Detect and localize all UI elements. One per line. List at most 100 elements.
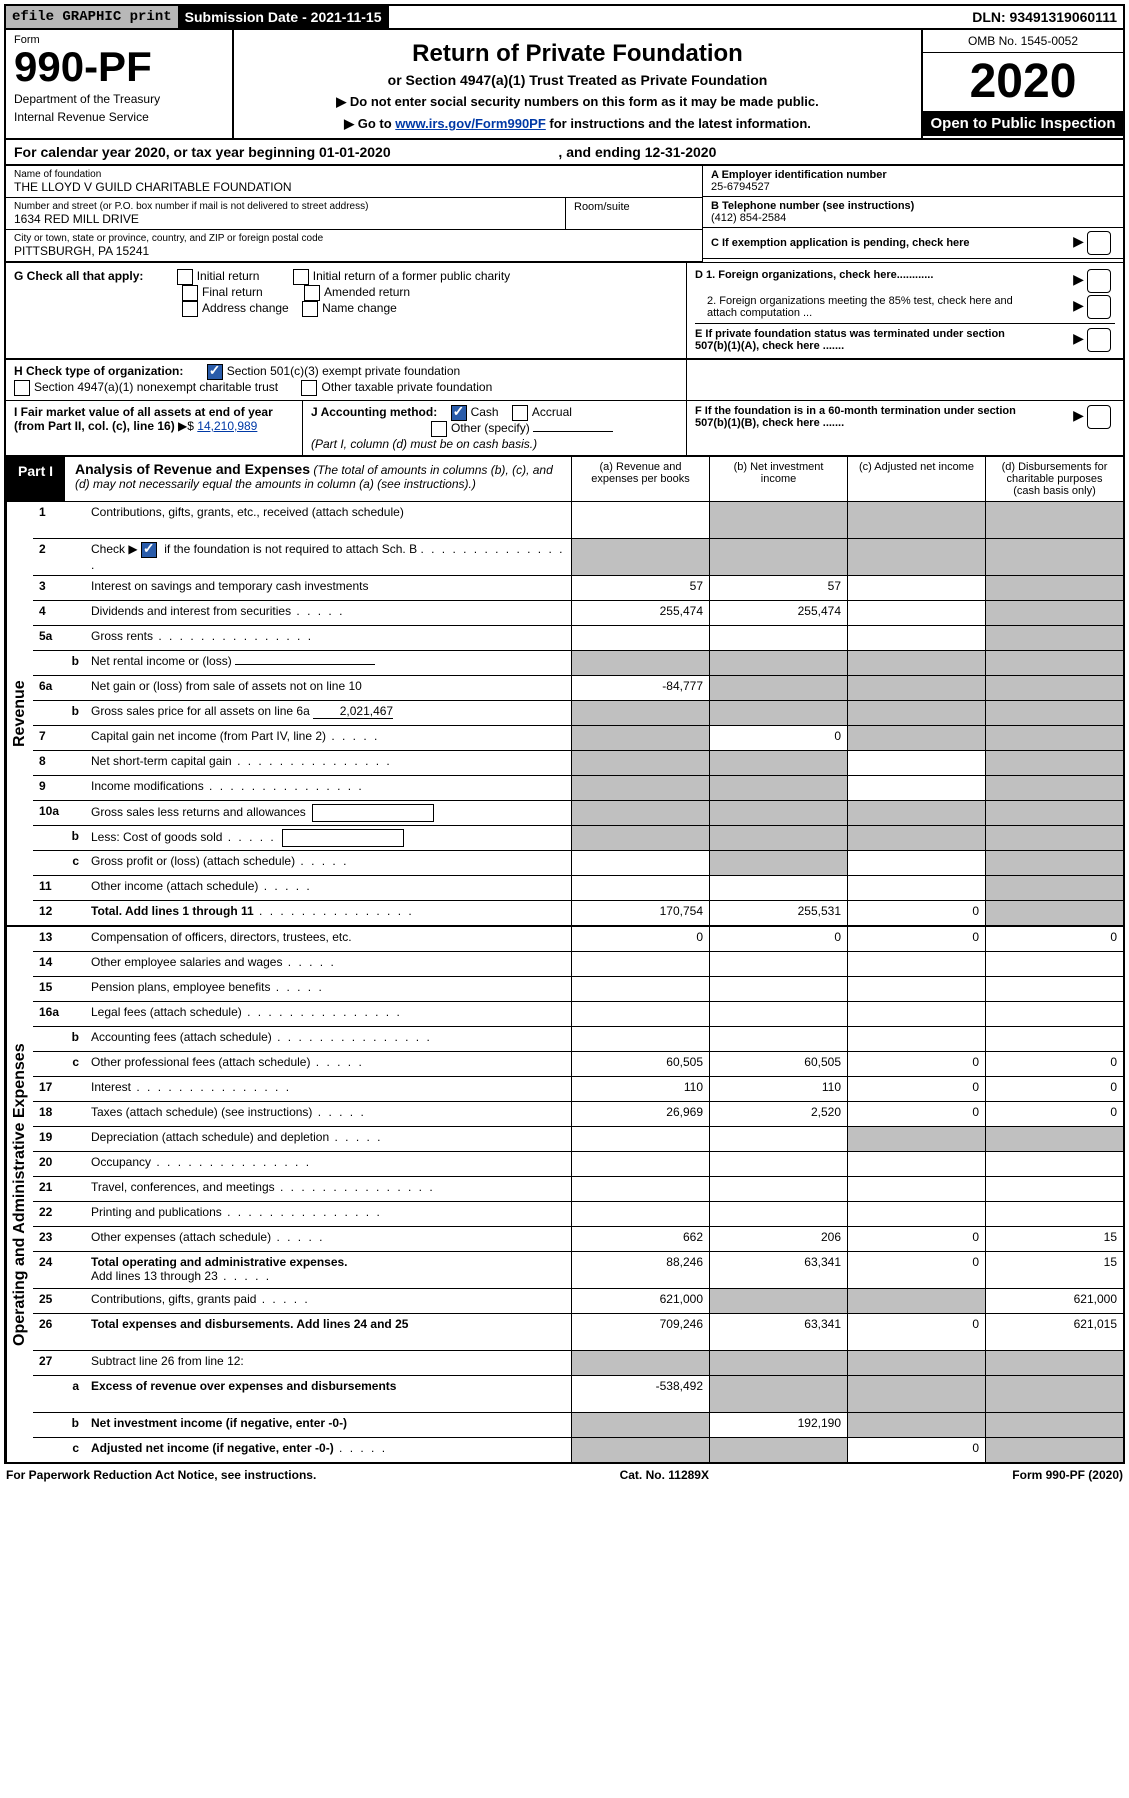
dln: DLN: 93491319060111 <box>966 6 1123 28</box>
cash-checkbox[interactable] <box>451 405 467 421</box>
l12-c: 0 <box>847 901 985 925</box>
l12-a: 170,754 <box>571 901 709 925</box>
line17-desc: Interest <box>85 1077 571 1101</box>
paperwork-notice: For Paperwork Reduction Act Notice, see … <box>6 1468 316 1482</box>
goto-post: for instructions and the latest informat… <box>546 116 811 131</box>
expenses-table: Operating and Administrative Expenses 13… <box>4 927 1125 1464</box>
d1-checkbox[interactable] <box>1087 269 1111 293</box>
e-checkbox[interactable] <box>1087 328 1111 352</box>
accrual-checkbox[interactable] <box>512 405 528 421</box>
amended-checkbox[interactable] <box>304 285 320 301</box>
h-label: H Check type of organization: <box>14 364 183 378</box>
l25-d: 621,000 <box>985 1289 1123 1313</box>
l17-c: 0 <box>847 1077 985 1101</box>
l23-d: 15 <box>985 1227 1123 1251</box>
line26-desc: Total expenses and disbursements. Add li… <box>85 1314 571 1350</box>
line27-desc: Subtract line 26 from line 12: <box>85 1351 571 1375</box>
expenses-side-label: Operating and Administrative Expenses <box>6 927 33 1462</box>
ein-value: 25-6794527 <box>711 181 1115 193</box>
addr-change-checkbox[interactable] <box>182 301 198 317</box>
col-b-header: (b) Net investment income <box>709 457 847 501</box>
open-to-public: Open to Public Inspection <box>923 111 1123 136</box>
section-h: H Check type of organization: Section 50… <box>4 360 1125 401</box>
line6a-desc: Net gain or (loss) from sale of assets n… <box>85 676 571 700</box>
line5a-desc: Gross rents <box>85 626 571 650</box>
4947-label: Section 4947(a)(1) nonexempt charitable … <box>34 380 278 394</box>
dept-treasury: Department of the Treasury <box>14 92 224 106</box>
foundation-name: THE LLOYD V GUILD CHARITABLE FOUNDATION <box>14 180 694 194</box>
initial-return-label: Initial return <box>197 269 260 283</box>
l18-c: 0 <box>847 1102 985 1126</box>
f-label: F If the foundation is in a 60-month ter… <box>695 405 1035 429</box>
l18-b: 2,520 <box>709 1102 847 1126</box>
line10b-desc: Less: Cost of goods sold <box>85 826 571 850</box>
goto-line: ▶ Go to www.irs.gov/Form990PF for instru… <box>244 116 911 132</box>
l23-b: 206 <box>709 1227 847 1251</box>
initial-public-checkbox[interactable] <box>293 269 309 285</box>
initial-return-checkbox[interactable] <box>177 269 193 285</box>
omb-number: OMB No. 1545-0052 <box>923 30 1123 53</box>
cal-pre: For calendar year 2020, or tax year begi… <box>14 144 391 160</box>
cat-no: Cat. No. 11289X <box>620 1468 709 1482</box>
line14-desc: Other employee salaries and wages <box>85 952 571 976</box>
final-return-label: Final return <box>202 285 263 299</box>
l4-a: 255,474 <box>571 601 709 625</box>
cal-end: , and ending 12-31-2020 <box>558 144 716 160</box>
cash-label: Cash <box>471 405 499 419</box>
line4-desc: Dividends and interest from securities <box>85 601 571 625</box>
501c3-checkbox[interactable] <box>207 364 223 380</box>
l23-c: 0 <box>847 1227 985 1251</box>
final-return-checkbox[interactable] <box>182 285 198 301</box>
part1-header: Part I Analysis of Revenue and Expenses … <box>4 457 1125 502</box>
efile-print-button[interactable]: efile GRAPHIC print <box>6 6 179 28</box>
form-title: Return of Private Foundation <box>244 40 911 68</box>
501c3-label: Section 501(c)(3) exempt private foundat… <box>227 364 460 378</box>
other-taxable-label: Other taxable private foundation <box>321 380 492 394</box>
city-state-zip: PITTSBURGH, PA 15241 <box>14 244 694 258</box>
d2-checkbox[interactable] <box>1087 295 1111 319</box>
l25-a: 621,000 <box>571 1289 709 1313</box>
street-address: 1634 RED MILL DRIVE <box>14 212 557 226</box>
line3-desc: Interest on savings and temporary cash i… <box>85 576 571 600</box>
4947-checkbox[interactable] <box>14 380 30 396</box>
col-d-header: (d) Disbursements for charitable purpose… <box>985 457 1123 501</box>
l16c-d: 0 <box>985 1052 1123 1076</box>
l18-d: 0 <box>985 1102 1123 1126</box>
irs-link[interactable]: www.irs.gov/Form990PF <box>395 116 546 131</box>
tax-year: 2020 <box>923 53 1123 111</box>
name-change-checkbox[interactable] <box>302 301 318 317</box>
i-arrow: ▶$ <box>178 419 194 433</box>
line9-desc: Income modifications <box>85 776 571 800</box>
e-label: E If private foundation status was termi… <box>695 328 1035 352</box>
line2-desc: Check ▶ if the foundation is not require… <box>85 539 571 575</box>
l27b-b: 192,190 <box>709 1413 847 1437</box>
line18-desc: Taxes (attach schedule) (see instruction… <box>85 1102 571 1126</box>
col-a-header: (a) Revenue and expenses per books <box>571 457 709 501</box>
l4-b: 255,474 <box>709 601 847 625</box>
exemption-checkbox[interactable] <box>1087 231 1111 255</box>
l27c-c: 0 <box>847 1438 985 1462</box>
l17-b: 110 <box>709 1077 847 1101</box>
line6b-desc: Gross sales price for all assets on line… <box>85 701 571 725</box>
l24-c: 0 <box>847 1252 985 1288</box>
revenue-table: Revenue 1Contributions, gifts, grants, e… <box>4 502 1125 927</box>
line16c-desc: Other professional fees (attach schedule… <box>85 1052 571 1076</box>
fmv-value[interactable]: 14,210,989 <box>197 419 257 433</box>
part1-label: Part I <box>6 457 65 501</box>
amended-label: Amended return <box>324 285 410 299</box>
form-header: Form 990-PF Department of the Treasury I… <box>4 30 1125 140</box>
other-method-checkbox[interactable] <box>431 421 447 437</box>
f-checkbox[interactable] <box>1087 405 1111 429</box>
line16a-desc: Legal fees (attach schedule) <box>85 1002 571 1026</box>
form-subtitle: or Section 4947(a)(1) Trust Treated as P… <box>244 72 911 88</box>
line27a-desc: Excess of revenue over expenses and disb… <box>85 1376 571 1412</box>
city-label: City or town, state or province, country… <box>14 233 694 244</box>
schb-checkbox[interactable] <box>141 542 157 558</box>
line11-desc: Other income (attach schedule) <box>85 876 571 900</box>
other-taxable-checkbox[interactable] <box>301 380 317 396</box>
line24-desc: Total operating and administrative expen… <box>85 1252 571 1288</box>
j-note: (Part I, column (d) must be on cash basi… <box>311 437 537 451</box>
l17-d: 0 <box>985 1077 1123 1101</box>
ssn-warning: ▶ Do not enter social security numbers o… <box>244 94 911 110</box>
l12-b: 255,531 <box>709 901 847 925</box>
